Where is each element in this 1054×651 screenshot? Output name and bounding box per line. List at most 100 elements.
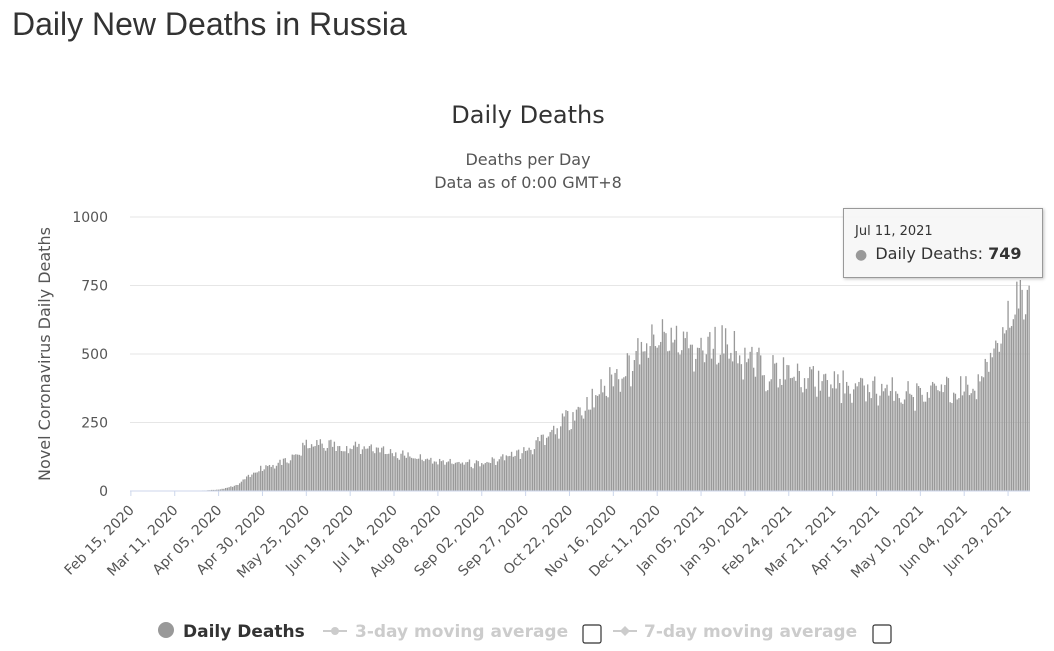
bar[interactable]: [844, 393, 846, 491]
bar[interactable]: [331, 446, 334, 491]
bar[interactable]: [270, 466, 272, 491]
bar[interactable]: [493, 458, 495, 491]
bar[interactable]: [617, 379, 620, 491]
bar[interactable]: [824, 373, 827, 491]
bar[interactable]: [723, 353, 725, 491]
bar[interactable]: [368, 446, 371, 491]
bar[interactable]: [733, 330, 736, 491]
bar[interactable]: [991, 357, 993, 491]
bar[interactable]: [910, 394, 913, 491]
bar[interactable]: [807, 378, 809, 491]
bar[interactable]: [909, 393, 911, 491]
bar[interactable]: [651, 324, 653, 491]
bar[interactable]: [737, 363, 739, 491]
bar[interactable]: [275, 465, 278, 491]
bar[interactable]: [438, 458, 441, 491]
bar[interactable]: [354, 441, 357, 491]
bar[interactable]: [756, 352, 758, 491]
bar[interactable]: [551, 429, 553, 491]
bar[interactable]: [682, 331, 685, 491]
bar[interactable]: [410, 457, 413, 491]
bar[interactable]: [1003, 333, 1006, 491]
bar[interactable]: [400, 453, 402, 491]
bar[interactable]: [612, 386, 614, 491]
bar[interactable]: [470, 466, 472, 491]
bar[interactable]: [293, 454, 295, 491]
bar[interactable]: [931, 381, 934, 491]
bar[interactable]: [942, 392, 944, 491]
bar[interactable]: [479, 466, 481, 491]
bar[interactable]: [767, 390, 769, 491]
bar[interactable]: [984, 358, 986, 491]
bar[interactable]: [688, 348, 690, 491]
bar[interactable]: [940, 384, 943, 491]
bar[interactable]: [768, 381, 771, 491]
bar[interactable]: [674, 339, 676, 491]
checkbox-3-day-moving-average[interactable]: [582, 624, 602, 644]
bar[interactable]: [591, 388, 593, 491]
bar[interactable]: [547, 436, 550, 491]
bar[interactable]: [337, 446, 339, 491]
bar[interactable]: [921, 394, 923, 491]
bar[interactable]: [644, 351, 646, 491]
bar[interactable]: [672, 342, 674, 491]
bar[interactable]: [810, 369, 813, 491]
bar[interactable]: [933, 383, 936, 491]
bar[interactable]: [758, 347, 760, 491]
bar[interactable]: [854, 383, 857, 491]
bar[interactable]: [535, 440, 537, 491]
bar[interactable]: [393, 456, 395, 491]
bar[interactable]: [449, 458, 451, 491]
bar[interactable]: [300, 455, 302, 491]
bar[interactable]: [1016, 281, 1018, 491]
bar[interactable]: [842, 370, 844, 491]
bar[interactable]: [930, 385, 932, 491]
bar[interactable]: [654, 346, 657, 491]
bar[interactable]: [944, 384, 946, 491]
bar[interactable]: [375, 447, 378, 491]
bar[interactable]: [265, 465, 267, 491]
bar[interactable]: [1000, 343, 1002, 491]
bar[interactable]: [584, 410, 586, 491]
bar[interactable]: [486, 461, 488, 491]
bar[interactable]: [946, 376, 948, 491]
bar[interactable]: [281, 464, 283, 491]
bar[interactable]: [461, 462, 464, 492]
bar[interactable]: [838, 383, 841, 491]
bar[interactable]: [237, 484, 239, 491]
bar[interactable]: [954, 393, 957, 491]
bar[interactable]: [730, 352, 732, 491]
bar[interactable]: [568, 430, 571, 491]
bar[interactable]: [312, 446, 314, 491]
bar[interactable]: [967, 384, 969, 491]
bar[interactable]: [638, 364, 641, 491]
bar[interactable]: [800, 387, 802, 491]
bar[interactable]: [468, 459, 471, 491]
bar[interactable]: [451, 463, 453, 491]
bar[interactable]: [974, 390, 976, 491]
bar[interactable]: [263, 469, 265, 491]
bar[interactable]: [433, 461, 436, 491]
bar[interactable]: [761, 375, 764, 491]
bar[interactable]: [474, 463, 476, 491]
bar[interactable]: [282, 458, 285, 491]
bar[interactable]: [342, 451, 344, 491]
bar[interactable]: [698, 347, 700, 491]
bar[interactable]: [924, 401, 927, 491]
bar[interactable]: [626, 353, 629, 491]
bar[interactable]: [421, 459, 423, 491]
bar[interactable]: [475, 460, 478, 491]
bar[interactable]: [596, 395, 599, 491]
bar[interactable]: [712, 348, 714, 491]
bar[interactable]: [579, 407, 581, 491]
bar[interactable]: [303, 445, 306, 491]
bar[interactable]: [435, 461, 437, 491]
bar[interactable]: [261, 471, 264, 491]
bar[interactable]: [870, 398, 872, 491]
bar[interactable]: [1012, 319, 1014, 491]
bar[interactable]: [616, 369, 618, 491]
bar[interactable]: [333, 441, 336, 491]
bar[interactable]: [847, 385, 850, 491]
bar[interactable]: [888, 395, 890, 491]
bar[interactable]: [288, 463, 290, 491]
